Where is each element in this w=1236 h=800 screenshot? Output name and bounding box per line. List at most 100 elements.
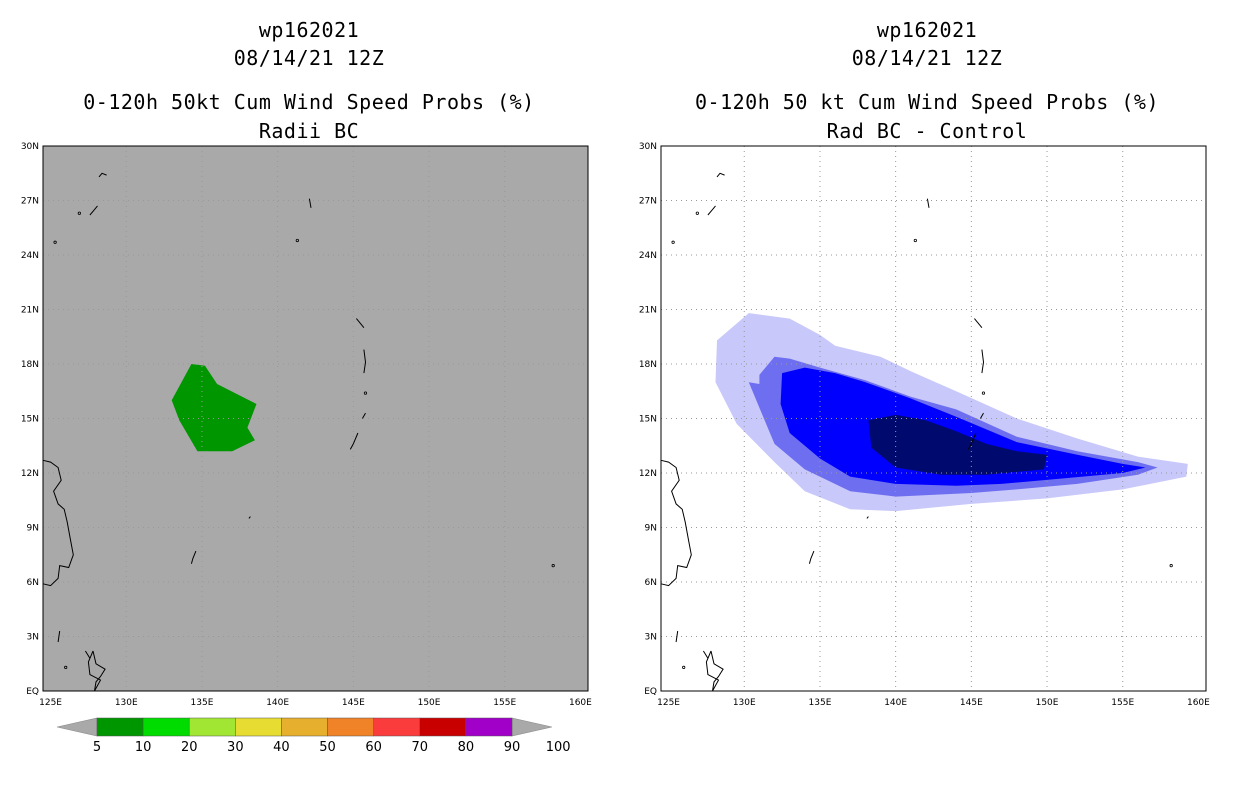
y-tick-label: 30N [639, 142, 657, 152]
island [53, 240, 57, 244]
probability-map: 125E 130E 135E 140E 145E 150E 155E 160E EQ 3N 6N 9N… [21, 142, 592, 755]
x-tick-label: 155E [1111, 698, 1134, 708]
island [77, 211, 81, 215]
x-tick-label: 150E [418, 698, 441, 708]
island [190, 550, 197, 564]
y-tick-label: 27N [639, 197, 657, 207]
colorbar-label: 50 [319, 740, 336, 755]
colorbar-label: 30 [227, 740, 244, 755]
island [361, 412, 366, 419]
x-tick-label: 155E [493, 698, 516, 708]
island [356, 318, 365, 329]
colorbar-segment [281, 717, 328, 737]
island [979, 412, 984, 419]
datetime: 08/14/21 12Z [851, 46, 1003, 70]
colorbar-label: 90 [504, 740, 521, 755]
x-tick-label: 125E [657, 698, 680, 708]
y-tick-label: 9N [645, 524, 657, 534]
y-tick-label: 30N [21, 142, 39, 152]
chart-title: 0-120h 50kt Cum Wind Speed Probs (%) [83, 90, 535, 114]
island [675, 630, 679, 643]
colorbar-label: 10 [135, 740, 152, 755]
storm-id: wp162021 [876, 18, 978, 42]
island [702, 650, 709, 659]
colorbar-segment [188, 717, 236, 737]
island [363, 349, 367, 374]
island [98, 172, 107, 178]
y-tick-label: 9N [27, 524, 39, 534]
y-tick-label: 3N [645, 633, 657, 643]
coastline-philippines [660, 459, 692, 587]
colorbar-label: 5 [93, 740, 101, 755]
y-tick-label: 21N [21, 306, 39, 316]
island [57, 630, 61, 643]
x-tick-label: 160E [1187, 698, 1210, 708]
x-tick-label: 130E [733, 698, 756, 708]
island [981, 391, 986, 395]
difference-map: 125E 130E 135E 140E 145E 150E 155E 160E EQ 3N 6N 9N… [639, 142, 1210, 708]
y-tick-label: 12N [21, 469, 39, 479]
y-tick-label: 6N [645, 578, 657, 588]
colorbar-label: 60 [365, 740, 382, 755]
island [967, 432, 977, 450]
coastline-halmahera [705, 650, 724, 692]
coastline-philippines [42, 459, 74, 587]
island [716, 172, 725, 178]
island [295, 238, 299, 243]
right-panel: wp162021 08/14/21 12Z 0-120h 50 kt Cum W… [618, 0, 1236, 800]
x-tick-label: 150E [1036, 698, 1059, 708]
island [64, 665, 68, 669]
chart-title: 0-120h 50 kt Cum Wind Speed Probs (%) [694, 90, 1160, 114]
colorbar-label: 100 [546, 740, 571, 755]
x-tick-label: 135E [191, 698, 214, 708]
y-tick-label: 24N [639, 251, 657, 261]
x-tick-label: 160E [569, 698, 592, 708]
y-tick-label: 27N [21, 197, 39, 207]
island [981, 349, 985, 374]
island [551, 564, 555, 568]
x-tick-label: 130E [115, 698, 138, 708]
island [695, 211, 699, 215]
y-tick-label: 15N [639, 415, 657, 425]
y-tick-label: 18N [21, 360, 39, 370]
colorbar-cap-right [511, 717, 553, 737]
colorbar-segment [419, 717, 467, 737]
y-tick-label: EQ [644, 687, 657, 697]
colorbar-cap-left [56, 717, 98, 737]
coastline-halmahera [87, 650, 106, 692]
y-tick-label: EQ [26, 687, 39, 697]
island [913, 238, 917, 243]
colorbar-segment [235, 717, 282, 737]
island [682, 665, 686, 669]
colorbar-label: 80 [458, 740, 475, 755]
island [89, 205, 98, 216]
plot-frame [660, 145, 1207, 692]
left-panel: wp162021 08/14/21 12Z 0-120h 50kt Cum Wi… [21, 18, 592, 755]
colorbar-segment [327, 717, 374, 737]
island [974, 318, 983, 329]
island [84, 650, 91, 659]
island [808, 550, 815, 564]
island [349, 432, 359, 450]
chart-subtitle: Rad BC - Control [826, 119, 1028, 143]
y-tick-label: 12N [639, 469, 657, 479]
x-tick-label: 125E [39, 698, 62, 708]
contour-region [780, 367, 1146, 486]
colorbar-label: 20 [181, 740, 198, 755]
y-tick-label: 6N [27, 578, 39, 588]
island [926, 198, 930, 208]
x-tick-label: 140E [884, 698, 907, 708]
y-tick-label: 18N [639, 360, 657, 370]
colorbar-label: 40 [273, 740, 290, 755]
colorbar-segment [465, 717, 513, 737]
colorbar-segment [142, 717, 190, 737]
y-tick-label: 21N [639, 306, 657, 316]
plot-frame [42, 145, 589, 692]
island [363, 391, 368, 395]
plot-background [43, 146, 588, 691]
y-tick-label: 3N [27, 633, 39, 643]
x-tick-label: 145E [960, 698, 983, 708]
island [1169, 564, 1173, 568]
datetime: 08/14/21 12Z [233, 46, 385, 70]
colorbar-label: 70 [412, 740, 429, 755]
